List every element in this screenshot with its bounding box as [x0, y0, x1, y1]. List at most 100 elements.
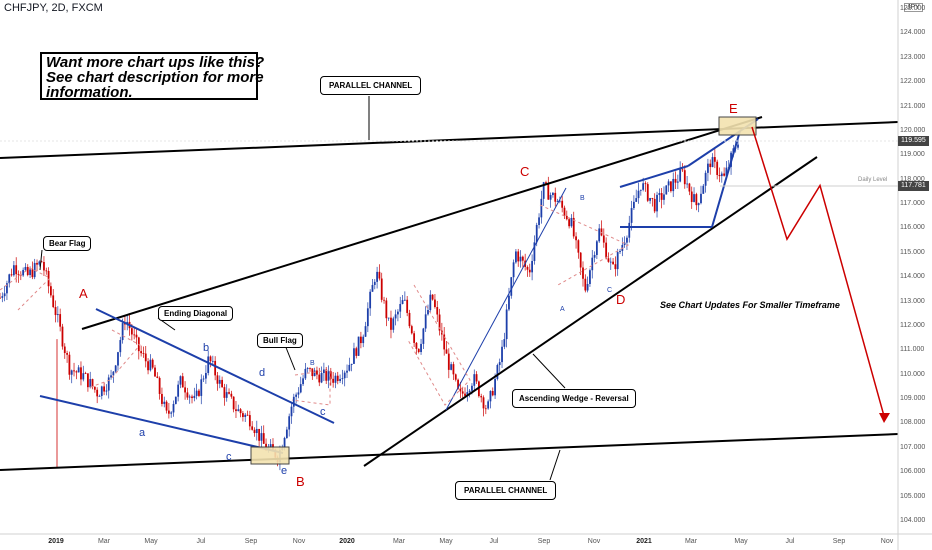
candle-body: [103, 386, 106, 392]
parallel-channel-top-line[interactable]: [0, 121, 899, 159]
candle-body: [299, 384, 302, 393]
candle-body: [577, 240, 580, 253]
top-channel-upper-line: [619, 165, 689, 188]
bear-flag-pointer: [39, 249, 43, 271]
time-tick-label: Jul: [785, 538, 795, 545]
wedge-lower-line[interactable]: [363, 156, 818, 467]
parallel-channel-bottom-line[interactable]: [0, 433, 899, 471]
candle-body: [598, 228, 601, 242]
candle-body: [329, 371, 332, 379]
candle-body: [158, 377, 161, 394]
candle-body: [649, 198, 651, 201]
candle-body: [487, 401, 490, 409]
candle-body: [417, 348, 420, 353]
candle-body: [292, 396, 295, 407]
candle-body: [558, 200, 561, 202]
candle-body: [172, 403, 175, 413]
wedge-upper-line[interactable]: [81, 116, 763, 330]
candle-body: [623, 242, 626, 245]
candle-body: [110, 375, 112, 378]
candle-body: [586, 283, 589, 291]
currency-badge[interactable]: JPY: [904, 3, 923, 12]
wave-e-top-zone[interactable]: [718, 116, 757, 136]
symbol-title: CHFJPY, 2D, FXCM: [4, 2, 103, 14]
candle-body: [350, 363, 353, 365]
candle-body: [84, 373, 87, 375]
candle-body: [112, 371, 115, 376]
ending-diagonal-lower-line[interactable]: [39, 395, 284, 454]
candle-body: [517, 251, 520, 262]
candle-body: [346, 370, 348, 373]
promo-box: Want more chart ups like this? See chart…: [40, 52, 264, 101]
candle-body: [683, 170, 686, 185]
candle-body: [459, 388, 462, 392]
candle-body: [401, 300, 404, 304]
candle-body: [43, 261, 45, 271]
price-tick-label: 108.000: [900, 419, 926, 427]
candle-body: [480, 396, 483, 398]
candle-body: [515, 251, 517, 263]
candle-body: [616, 252, 619, 270]
candle-body: [188, 396, 191, 398]
candle-body: [353, 348, 355, 364]
parallel-bottom-pointer: [549, 449, 561, 481]
wave-label-A: A: [79, 286, 88, 301]
candle-body: [8, 274, 11, 284]
candle-body: [390, 317, 392, 330]
ending-diagonal-upper-line[interactable]: [95, 308, 335, 424]
candle-body: [66, 353, 68, 355]
candle-body: [253, 429, 256, 434]
candle-body: [364, 326, 367, 337]
rally-trend-line: [445, 187, 567, 411]
wedge-pointer: [532, 353, 566, 389]
candle-body: [431, 294, 434, 300]
candle-body: [304, 368, 307, 379]
promo-line-3: information.: [46, 84, 133, 101]
time-tick-label: Sep: [832, 538, 846, 545]
candle-body: [565, 215, 568, 220]
candle-body: [637, 190, 640, 199]
daily-level-price-tag: 117.781: [898, 181, 929, 191]
projection-path[interactable]: [751, 126, 886, 420]
candle-body: [218, 379, 221, 384]
candle-body: [31, 269, 34, 278]
candle-body: [184, 387, 186, 393]
candle-body: [59, 314, 62, 327]
candle-body: [595, 241, 598, 255]
candle-body: [82, 373, 85, 380]
candle-body: [47, 270, 50, 287]
time-tick-label: Sep: [244, 538, 258, 545]
parallel-channel-top-callout[interactable]: PARALLEL CHANNEL: [320, 76, 422, 95]
candle-body: [373, 281, 376, 285]
candle-body: [397, 311, 399, 315]
wave-b-low-zone[interactable]: [250, 446, 290, 465]
candle-body: [575, 236, 577, 241]
candle-body: [415, 342, 418, 349]
time-tick-label: May: [734, 538, 748, 545]
candle-body: [357, 336, 360, 356]
parallel-channel-bottom-callout[interactable]: PARALLEL CHANNEL: [455, 481, 557, 500]
candle-body: [80, 367, 82, 380]
candle-body: [75, 371, 78, 373]
candle-body: [489, 390, 492, 402]
bull-flag-callout[interactable]: Bull Flag: [257, 333, 303, 348]
candle-body: [198, 390, 200, 396]
ending-diagonal-callout[interactable]: Ending Diagonal: [158, 306, 234, 321]
candle-body: [716, 161, 719, 175]
candle-body: [239, 409, 242, 414]
candle-body: [464, 393, 466, 396]
candle-body: [73, 370, 75, 372]
candle-body: [258, 428, 261, 441]
ascending-wedge-callout[interactable]: Ascending Wedge - Reversal: [512, 389, 636, 408]
candle-body: [133, 334, 136, 336]
candle-body: [119, 340, 122, 353]
candle-body: [452, 364, 455, 375]
candle-body: [87, 373, 89, 388]
candle-body: [151, 359, 154, 368]
candle-body: [135, 334, 138, 338]
candle-body: [70, 370, 73, 375]
last-price-tag: 119.595: [898, 136, 929, 146]
bear-flag-callout[interactable]: Bear Flag: [43, 236, 92, 251]
candle-body: [545, 182, 547, 184]
